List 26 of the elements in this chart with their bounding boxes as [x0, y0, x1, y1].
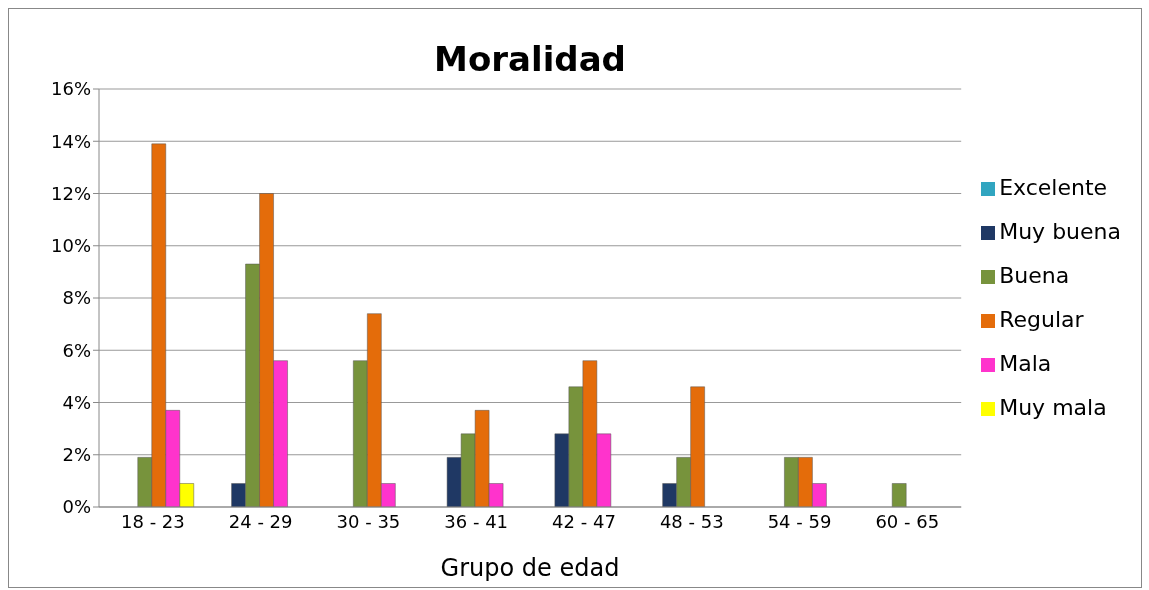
bar: [891, 483, 907, 507]
x-tick-label: 24 - 29: [228, 510, 293, 532]
y-tick-label: 6%: [62, 339, 91, 361]
y-tick-label: 14%: [50, 130, 91, 152]
chart-title: Moralidad: [433, 39, 627, 79]
x-tick-label: 48 - 53: [659, 510, 724, 532]
y-tick-label: 0%: [62, 496, 91, 518]
legend-label: Excelente: [999, 175, 1108, 200]
y-tick-label: 12%: [50, 182, 91, 204]
y-tick-label: 4%: [62, 391, 91, 413]
x-tick-label: 42 - 47: [552, 510, 616, 532]
legend-label: Mala: [999, 351, 1052, 376]
x-tick-label: 18 - 23: [121, 510, 185, 532]
y-tick-label: 10%: [50, 235, 91, 257]
legend-label: Muy mala: [999, 395, 1107, 420]
x-tick-label: 30 - 35: [336, 510, 401, 532]
legend-label: Buena: [999, 263, 1070, 288]
legend-label: Regular: [999, 307, 1084, 332]
legend-label: Muy buena: [999, 219, 1121, 244]
x-axis-title: Grupo de edad: [439, 554, 621, 582]
x-tick-label: 60 - 65: [875, 510, 940, 532]
y-tick-label: 2%: [62, 444, 91, 466]
y-tick-label: 8%: [62, 287, 91, 309]
x-tick-label: 54 - 59: [767, 510, 832, 532]
y-tick-label: 16%: [50, 78, 91, 100]
x-tick-label: 36 - 41: [444, 510, 509, 532]
